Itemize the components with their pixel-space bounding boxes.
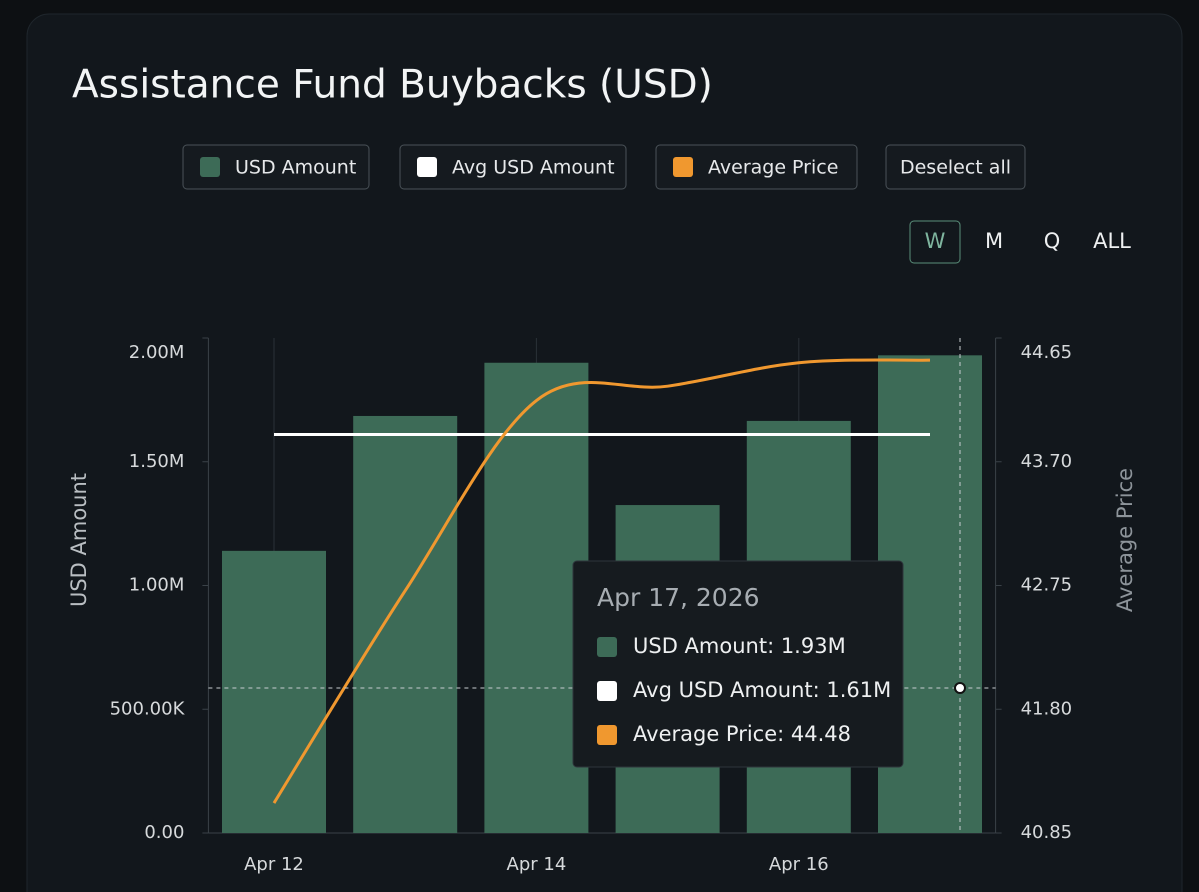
y-axis-label: USD Amount: [67, 473, 91, 607]
y2-tick-label: 42.75: [1021, 575, 1073, 596]
tooltip-item: Average Price: 44.48: [633, 722, 851, 746]
y2-tick-label: 41.80: [1021, 698, 1073, 719]
y-tick-label: 0.00: [144, 822, 184, 843]
tooltip-swatch: [597, 681, 617, 701]
legend-swatch: [673, 157, 693, 177]
tooltip-item: USD Amount: 1.93M: [633, 634, 846, 658]
period-button[interactable]: ALL: [1093, 229, 1131, 253]
legend-label: Avg USD Amount: [452, 157, 615, 179]
legend-swatch: [417, 157, 437, 177]
period-button[interactable]: Q: [1044, 229, 1061, 253]
x-tick-label: Apr 14: [507, 854, 567, 875]
period-active-box[interactable]: [909, 220, 961, 264]
legend-button[interactable]: [655, 144, 858, 190]
bar: [353, 415, 458, 833]
legend-button[interactable]: [399, 144, 627, 190]
y-tick-label: 2.00M: [129, 342, 185, 363]
legend-item[interactable]: Avg USD Amount: [399, 144, 627, 190]
bar: [484, 362, 589, 833]
y-tick-label: 1.50M: [129, 451, 185, 472]
legend-label: Average Price: [708, 157, 838, 179]
bar: [222, 550, 326, 833]
period-button[interactable]: M: [985, 229, 1003, 253]
tooltip-swatch: [597, 725, 617, 745]
legend-swatch: [200, 157, 220, 177]
deselect-label[interactable]: Deselect all: [900, 157, 1011, 179]
y-tick-label: 1.00M: [129, 575, 185, 596]
tooltip-swatch: [597, 637, 617, 657]
crosshair-dot: [954, 682, 966, 694]
chart-title: Assistance Fund Buybacks (USD): [72, 63, 713, 108]
y2-tick-label: 40.85: [1021, 822, 1073, 843]
tooltip-item: Avg USD Amount: 1.61M: [633, 678, 891, 702]
line: [272, 358, 931, 804]
deselect-button[interactable]: [885, 144, 1026, 190]
y-tick-label: 500.00K: [110, 698, 186, 719]
tooltip-box: [572, 560, 904, 768]
x-tick-label: Apr 16: [769, 854, 829, 875]
y2-tick-label: 43.70: [1021, 451, 1073, 472]
tooltip-title: Apr 17, 2026: [597, 583, 760, 612]
legend-button[interactable]: [182, 144, 370, 190]
y2-axis-label: Average Price: [1113, 468, 1137, 612]
y2-tick-label: 44.65: [1021, 342, 1073, 363]
legend-label: USD Amount: [235, 157, 356, 179]
x-tick-label: Apr 12: [244, 854, 304, 875]
legend-item[interactable]: USD Amount: [182, 144, 370, 190]
legend-item[interactable]: Average Price: [655, 144, 858, 190]
tooltip: Apr 17, 2026 USD Amount: 1.93M Avg USD Amo…: [572, 560, 904, 768]
period-button[interactable]: W: [925, 229, 946, 253]
